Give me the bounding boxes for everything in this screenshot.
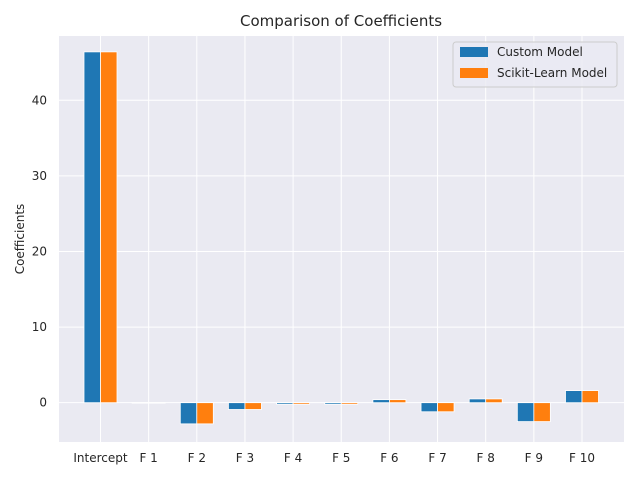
bar-scikit-learn-model-f-4	[292, 402, 311, 405]
x-tick-label: F 10	[569, 451, 595, 465]
x-tick-label: Intercept	[73, 451, 128, 465]
bar-custom-model-f-10	[565, 390, 583, 404]
legend-label-scikit-learn-model: Scikit-Learn Model	[497, 66, 607, 80]
legend-label-custom-model: Custom Model	[497, 45, 583, 59]
bar-custom-model-intercept	[83, 51, 101, 404]
bar-custom-model-f-2	[179, 402, 198, 425]
bar-scikit-learn-model-f-1	[148, 402, 166, 404]
x-tick-label: F 6	[380, 451, 398, 465]
bar-custom-model-f-7	[420, 402, 438, 413]
bar-scikit-learn-model-f-9	[533, 402, 551, 422]
x-tick-label: F 8	[477, 451, 495, 465]
y-tick-label: 20	[32, 244, 47, 258]
x-tick-label: F 1	[139, 451, 157, 465]
chart-title: Comparison of Coefficients	[240, 12, 442, 30]
x-tick-label: F 2	[188, 451, 206, 465]
bar-scikit-learn-model-f-7	[437, 402, 455, 413]
x-tick-label: F 9	[525, 451, 543, 465]
bar-custom-model-f-1	[131, 402, 150, 404]
grid-lines	[59, 36, 624, 442]
bar-custom-model-f-6	[372, 399, 390, 404]
bar-scikit-learn-model-f-10	[581, 390, 599, 404]
y-tick-label: 30	[32, 169, 47, 183]
x-tick-label: F 7	[428, 451, 446, 465]
bar-custom-model-f-4	[276, 402, 294, 405]
legend-swatch-scikit-learn-model	[460, 68, 488, 78]
x-tick-label: F 4	[284, 451, 302, 465]
legend-frame	[452, 41, 618, 88]
bar-scikit-learn-model-f-6	[388, 399, 407, 404]
bar-series	[83, 51, 599, 425]
bar-scikit-learn-model-f-2	[196, 402, 214, 425]
bar-custom-model-f-8	[468, 398, 487, 404]
bar-scikit-learn-model-f-8	[485, 398, 503, 404]
bar-custom-model-f-5	[324, 402, 342, 405]
y-tick-label: 40	[32, 93, 47, 107]
x-tick-label: F 3	[236, 451, 254, 465]
bar-scikit-learn-model-intercept	[100, 51, 118, 404]
bar-scikit-learn-model-f-3	[244, 402, 262, 410]
bar-custom-model-f-9	[516, 402, 535, 422]
legend: Custom Model Scikit-Learn Model	[452, 41, 618, 88]
y-tick-label: 10	[32, 320, 47, 334]
y-tick-label: 0	[39, 396, 47, 410]
axes: 0 10 20 30 40 Intercept F 1 F 2 F 3 F 4 F 5 F 6 F 7 F…	[32, 93, 595, 465]
bar-scikit-learn-model-f-5	[340, 402, 359, 405]
x-tick-label: F 5	[332, 451, 350, 465]
legend-swatch-custom-model	[460, 47, 488, 57]
y-axis-label: Coefficients	[13, 204, 27, 275]
bar-custom-model-f-3	[228, 402, 246, 410]
